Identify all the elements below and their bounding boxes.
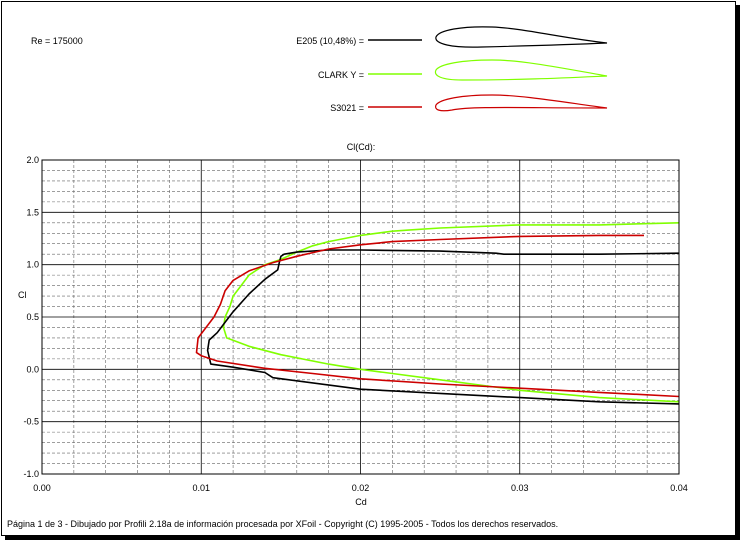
plot-area xyxy=(41,159,680,475)
y-tick-label: 1.0 xyxy=(26,260,39,270)
y-tick-label: -1.0 xyxy=(23,469,39,479)
y-tick-label: 0.5 xyxy=(26,312,39,322)
legend-label-clarky: CLARK Y = xyxy=(318,70,364,80)
airfoil-clarky-icon xyxy=(434,59,608,81)
series-e205 xyxy=(206,249,680,405)
polar-chart: Re = 175000 E205 (10,48%) = CLARK Y = S3… xyxy=(18,26,688,507)
y-tick-label: 2.0 xyxy=(26,155,39,165)
page-frame: Re = 175000 E205 (10,48%) = CLARK Y = S3… xyxy=(1,1,736,536)
series-clarky xyxy=(222,222,680,403)
major-grid xyxy=(42,160,679,474)
x-tick-label: 0.04 xyxy=(670,483,688,493)
chart-title: Cl(Cd): xyxy=(347,142,376,152)
series-s3021 xyxy=(195,234,680,398)
x-tick-label: 0.01 xyxy=(192,483,210,493)
airfoil-e205-icon xyxy=(435,26,608,48)
y-tick-label: 0.0 xyxy=(26,364,39,374)
legend-label-s3021: S3021 = xyxy=(330,103,364,113)
tick-labels: 2.0 1.5 1.0 0.5 0.0 -0.5 -1.0 0.00 0.01 0.02 0.03 0… xyxy=(23,155,687,493)
footer-text: Página 1 de 3 - Dibujado por Profili 2.1… xyxy=(7,519,559,529)
frame-shadow-bottom xyxy=(5,536,740,540)
reynolds-label: Re = 175000 xyxy=(31,36,83,46)
x-tick-label: 0.02 xyxy=(352,483,370,493)
x-axis-label: Cd xyxy=(355,497,367,507)
y-tick-label: 1.5 xyxy=(26,207,39,217)
airfoil-s3021-icon xyxy=(435,94,608,112)
legend: E205 (10,48%) = CLARK Y = S3021 = xyxy=(296,26,608,113)
x-tick-label: 0.03 xyxy=(511,483,529,493)
frame-shadow-right xyxy=(736,5,740,537)
legend-label-e205: E205 (10,48%) = xyxy=(296,36,364,46)
x-tick-label: 0.00 xyxy=(33,483,51,493)
series-layer xyxy=(195,222,680,405)
y-tick-label: -0.5 xyxy=(23,417,39,427)
y-axis-label: Cl xyxy=(18,290,27,300)
